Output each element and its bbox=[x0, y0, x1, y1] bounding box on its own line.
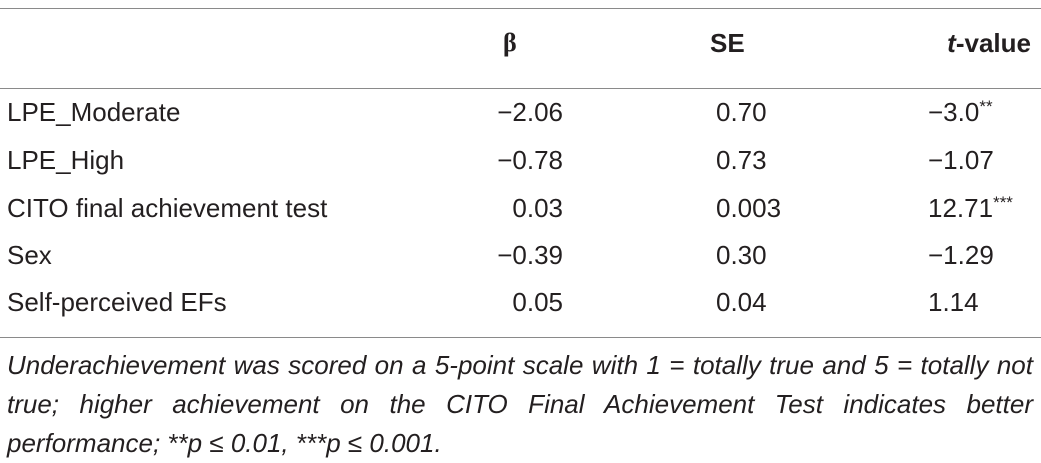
header-se: SE bbox=[710, 28, 745, 58]
header-t-italic: t bbox=[947, 28, 956, 58]
row-label: LPE_Moderate bbox=[7, 97, 181, 127]
table-row: Sex −0.39 0.30 −1.29 bbox=[0, 240, 1041, 288]
row-label: LPE_High bbox=[7, 145, 125, 175]
row-significance: *** bbox=[993, 193, 1013, 212]
header-t-value: t-value bbox=[947, 28, 1031, 58]
row-t-number: 1.14 bbox=[928, 287, 979, 317]
row-t-value: 12.71*** bbox=[928, 193, 1013, 223]
header-beta: β bbox=[503, 28, 517, 57]
table-row: LPE_Moderate −2.06 0.70 −3.0** bbox=[0, 97, 1041, 145]
row-beta: −0.39 bbox=[497, 240, 563, 270]
row-se: 0.70 bbox=[716, 97, 767, 127]
row-t-number: −3.0 bbox=[928, 97, 980, 127]
row-t-number: −1.07 bbox=[928, 145, 994, 175]
row-t-value: −1.07 bbox=[928, 145, 994, 175]
table-bottom-rule bbox=[0, 337, 1041, 338]
row-t-value: 1.14 bbox=[928, 287, 979, 317]
row-se: 0.30 bbox=[716, 240, 767, 270]
table-row: CITO final achievement test 0.03 0.003 1… bbox=[0, 193, 1041, 241]
table-footnote: Underachievement was scored on a 5-point… bbox=[7, 350, 1033, 458]
row-label: Self-perceived EFs bbox=[7, 287, 227, 317]
row-beta: −0.78 bbox=[497, 145, 563, 175]
row-significance: ** bbox=[979, 97, 993, 116]
row-label: Sex bbox=[7, 240, 52, 270]
row-beta: 0.05 bbox=[512, 287, 563, 317]
row-beta: 0.03 bbox=[512, 193, 563, 223]
header-t-rest: -value bbox=[955, 28, 1031, 58]
table-row: Self-perceived EFs 0.05 0.04 1.14 bbox=[0, 287, 1041, 335]
row-se: 0.04 bbox=[716, 287, 767, 317]
row-label: CITO final achievement test bbox=[7, 193, 328, 223]
table-row: LPE_High −0.78 0.73 −1.07 bbox=[0, 145, 1041, 193]
row-t-number: −1.29 bbox=[928, 240, 994, 270]
row-se: 0.003 bbox=[716, 193, 782, 223]
row-t-value: −3.0** bbox=[928, 97, 993, 127]
row-t-number: 12.71 bbox=[928, 193, 994, 223]
row-t-value: −1.29 bbox=[928, 240, 994, 270]
row-beta: −2.06 bbox=[497, 97, 563, 127]
row-se: 0.73 bbox=[716, 145, 767, 175]
table-header-rule bbox=[0, 88, 1041, 89]
table-top-rule bbox=[0, 8, 1041, 9]
